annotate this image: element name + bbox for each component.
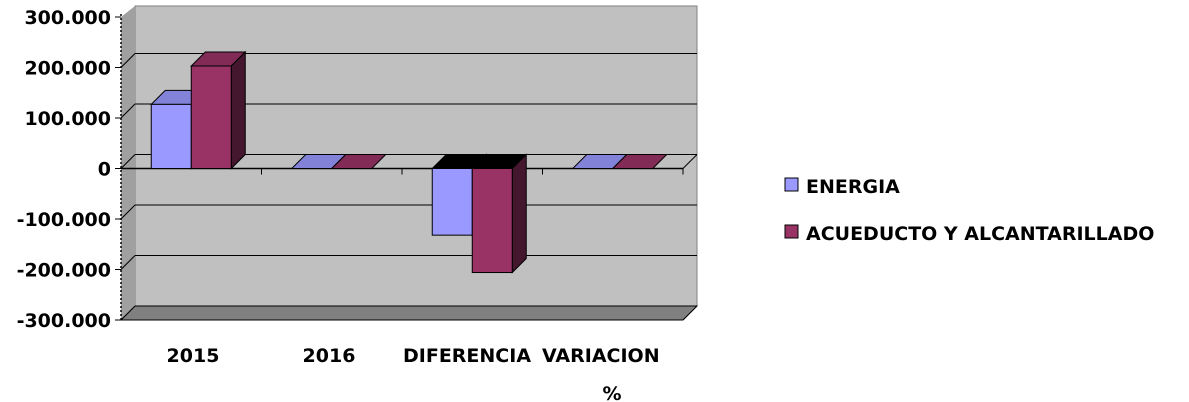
bar-side-face (511, 153, 527, 274)
x-tick-label: VARIACION (542, 345, 660, 367)
x-axis-tick-labels: 2015 2016 DIFERENCIA VARIACION% (167, 345, 660, 402)
y-tick-label: 300.000 (24, 7, 111, 29)
x-axis-depth-line (682, 154, 698, 169)
bar-acueducto-3 (611, 154, 668, 169)
legend-swatch-acueducto (784, 224, 799, 239)
gridline-side (120, 204, 136, 220)
legend-swatch-energia (784, 177, 799, 192)
bar-front-face (150, 103, 192, 169)
plot-bottom-depth (682, 305, 698, 321)
x-tick-label: DIFERENCIA (403, 345, 531, 367)
plot-floor (119, 305, 699, 321)
bar-acueducto-1 (330, 154, 387, 169)
gridline-side (120, 154, 136, 169)
bars (150, 50, 668, 274)
bar-front-face (431, 168, 473, 236)
bar-top-face (330, 154, 387, 169)
bar-acueducto-2 (471, 153, 528, 274)
gridline-side (120, 255, 136, 270)
y-tick-label: -100.000 (17, 209, 111, 231)
y-tick-label: -200.000 (17, 260, 111, 282)
legend-label-acueducto: ACUEDUCTO Y ALCANTARILLADO (806, 223, 1154, 245)
bar-acueducto-0 (190, 50, 247, 170)
x-tick-label: % (602, 383, 621, 402)
plot-side-wall (121, 6, 135, 320)
x-tick-label: 2015 (167, 345, 220, 367)
bar-top-face (611, 154, 668, 169)
x-tick-label: 2016 (303, 345, 356, 367)
gridline-side (120, 53, 136, 68)
y-tick-label: -300.000 (17, 310, 111, 332)
legend: ENERGIA ACUEDUCTO Y ALCANTARILLADO (784, 176, 1154, 245)
y-tick-label: 100.000 (24, 108, 111, 130)
gridline-side (120, 103, 136, 119)
y-axis-tick-labels: 300.000 200.000 100.000 0 -100.000 -200.000 -3… (17, 7, 111, 332)
bar-front-face (471, 168, 513, 274)
gridline-side (120, 305, 136, 321)
bar-side-face (230, 50, 246, 170)
legend-label-energia: ENERGIA (806, 176, 900, 198)
y-tick-label: 0 (98, 159, 111, 181)
bar-front-face (190, 65, 232, 169)
y-tick-label: 200.000 (24, 58, 111, 80)
